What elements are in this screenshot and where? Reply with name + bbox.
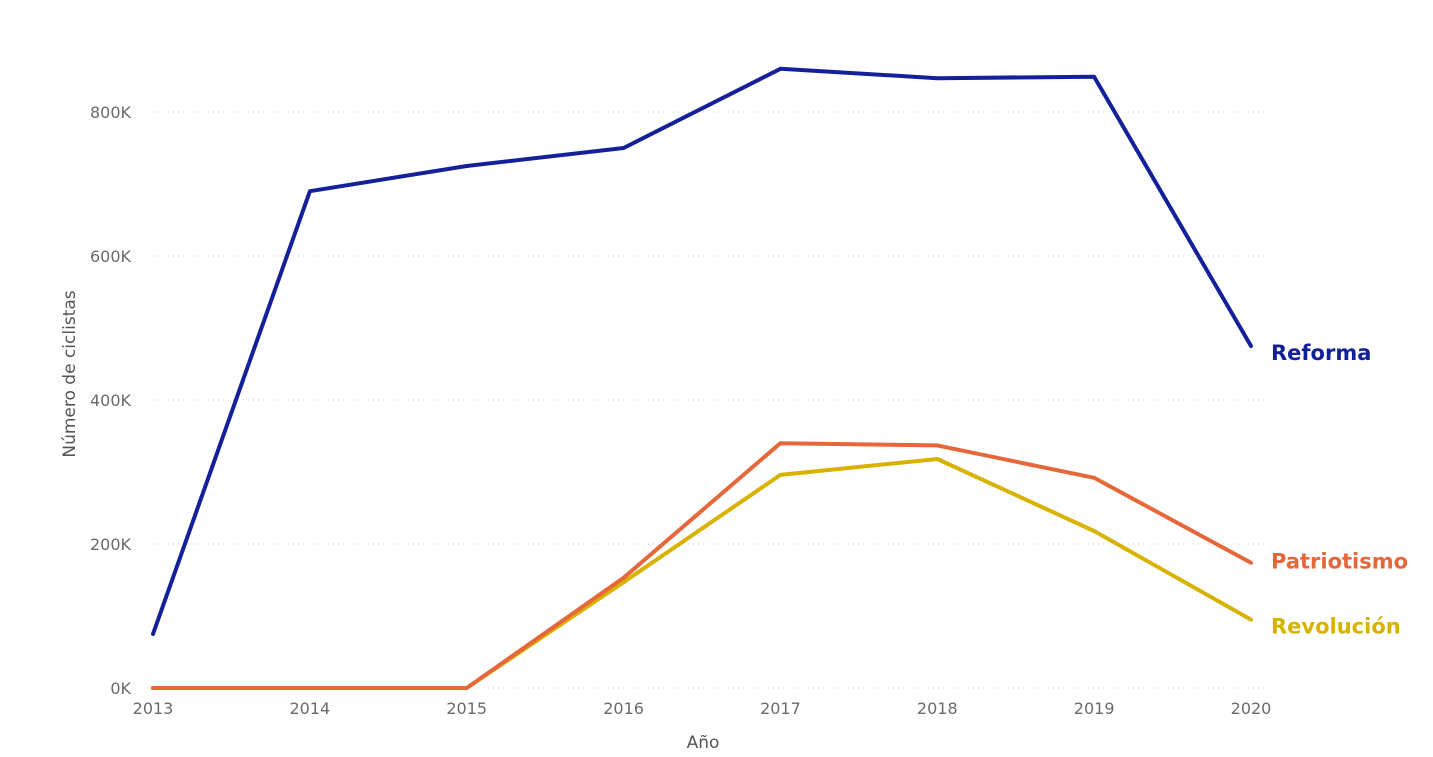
x-tick-label: 2018: [917, 699, 958, 718]
x-tick-label: 2015: [446, 699, 487, 718]
y-tick-label: 400K: [90, 391, 132, 410]
y-tick-label: 600K: [90, 247, 132, 266]
series-labels: Reforma Patriotismo Revolución: [1271, 341, 1408, 639]
x-tick-label: 2017: [760, 699, 801, 718]
series-label: Patriotismo: [1271, 550, 1408, 574]
x-tick-label: 2019: [1074, 699, 1115, 718]
y-axis-title: Número de ciclistas: [60, 290, 80, 457]
y-tick-label: 0K: [110, 679, 131, 698]
series-lines: [151, 66, 1253, 690]
y-tick-label: 200K: [90, 535, 132, 554]
series-line-reforma: [151, 66, 1253, 636]
series-line-patriotismo: [151, 441, 1253, 690]
y-tick-label: 800K: [90, 103, 132, 122]
gridlines: [153, 111, 1265, 689]
series-label: Reforma: [1271, 341, 1371, 365]
series-line-revolución: [151, 457, 1253, 690]
x-tick-label: 2020: [1231, 699, 1272, 718]
x-axis-ticks: 2013 2014 2015 2016 2017 2018 2019 2020: [133, 699, 1272, 718]
x-tick-label: 2013: [133, 699, 174, 718]
x-axis-title: Año: [687, 733, 720, 753]
series-label: Revolución: [1271, 615, 1401, 639]
y-axis-ticks: 0K 200K 400K 600K 800K: [90, 103, 132, 698]
x-tick-label: 2016: [603, 699, 644, 718]
x-tick-label: 2014: [289, 699, 330, 718]
